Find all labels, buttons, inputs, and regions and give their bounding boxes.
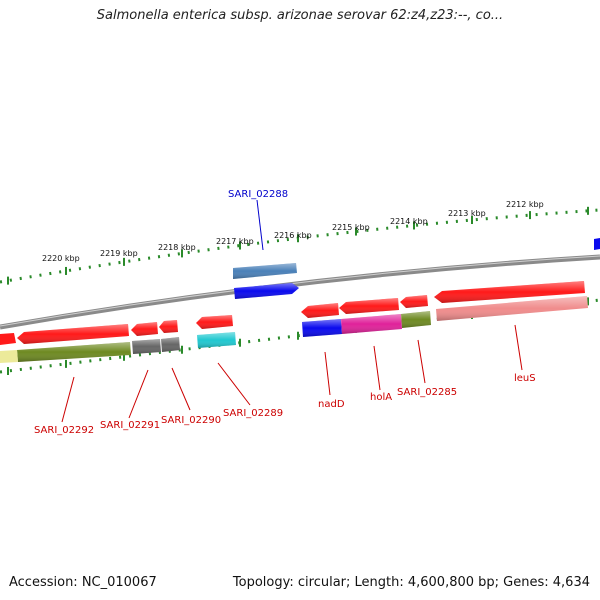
features — [0, 238, 600, 363]
leader-sari-02292 — [61, 376, 75, 423]
scale-label: 2212 kbp — [506, 200, 544, 209]
leader-nadd — [324, 351, 331, 396]
scale-label: 2217 kbp — [216, 237, 254, 246]
gene-label-sari-02292[interactable]: SARI_02292 — [34, 425, 94, 436]
gene-label-nadd[interactable]: nadD — [318, 399, 345, 410]
scale-label: 2214 kbp — [390, 217, 428, 226]
label-leaders — [61, 199, 523, 423]
gene-labels: SARI_02288 SARI_02292 SARI_02291 SARI_02… — [34, 189, 536, 436]
scale-label: 2220 kbp — [42, 254, 80, 263]
scale-label: 2216 kbp — [274, 231, 312, 240]
scale-ring-outer — [0, 208, 600, 284]
feature-pale-yellow[interactable] — [0, 350, 18, 363]
leader-sari-02285 — [417, 339, 426, 384]
gene-label-sari-02290[interactable]: SARI_02290 — [161, 415, 221, 426]
genome-backbone-highlight — [0, 255, 600, 327]
gene-label-sari-02285[interactable]: SARI_02285 — [397, 387, 457, 398]
scale-label: 2218 kbp — [158, 243, 196, 252]
leader-leus — [514, 324, 523, 371]
scale-labels: 2220 kbp 2219 kbp 2218 kbp 2217 kbp 2216… — [42, 200, 544, 263]
scale-label: 2213 kbp — [448, 209, 486, 218]
leader-hola — [373, 345, 381, 391]
map-title: Salmonella enterica subsp. arizonae sero… — [96, 8, 504, 23]
accession-text: Accession: NC_010067 — [9, 575, 157, 590]
leader-sari-02289 — [217, 362, 251, 406]
leader-sari-02291 — [128, 369, 149, 419]
feature-sheen — [17, 263, 588, 362]
leader-sari-02290 — [171, 367, 191, 411]
genome-backbone — [0, 254, 600, 330]
genome-stats-text: Topology: circular; Length: 4,600,800 bp… — [232, 575, 590, 590]
leader-sari-02288 — [256, 199, 264, 251]
scale-label: 2219 kbp — [100, 249, 138, 258]
feature-blue-right-edge[interactable] — [594, 238, 600, 250]
gene-label-leus[interactable]: leuS — [514, 373, 536, 384]
feature-red-left-edge[interactable] — [0, 333, 16, 345]
gene-label-sari-02288[interactable]: SARI_02288 — [228, 189, 288, 200]
gene-label-sari-02291[interactable]: SARI_02291 — [100, 420, 160, 431]
gene-label-sari-02289[interactable]: SARI_02289 — [223, 408, 283, 419]
gene-label-hola[interactable]: holA — [370, 392, 392, 403]
scale-label: 2215 kbp — [332, 223, 370, 232]
